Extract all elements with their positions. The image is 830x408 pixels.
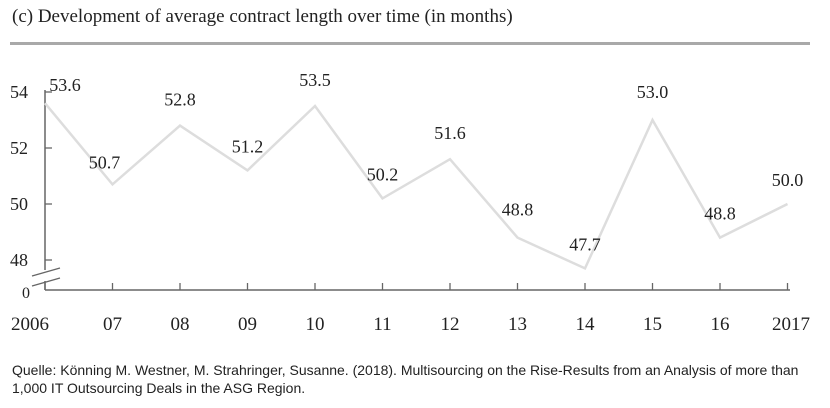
data-label: 50.0 [772,170,804,190]
x-tick-label: 07 [103,314,122,335]
data-label: 48.8 [502,200,534,220]
x-tick-label: 10 [306,314,325,335]
chart-title: (c) Development of average contract leng… [12,6,513,27]
data-label: 50.2 [367,164,399,184]
x-tick-label: 13 [508,314,527,335]
x-tick-label: 14 [576,314,596,335]
data-label: 51.2 [232,136,264,156]
data-label: 47.7 [569,234,601,254]
x-tick-label: 15 [643,314,662,335]
x-tick-label: 12 [441,314,460,335]
x-tick-label: 16 [711,314,730,335]
y-tick-label: 52 [10,138,28,158]
title-divider [10,42,810,45]
x-tick-label: 2006 [11,314,49,335]
data-label: 53.5 [299,70,331,90]
data-label: 52.8 [164,90,196,110]
line-chart: 54 52 50 48 0 2006 07 08 09 10 11 12 13 14 15 16 2017 53… [10,70,810,335]
data-label: 53.6 [49,75,81,95]
x-tick-label: 11 [373,314,391,335]
data-label: 51.6 [434,123,466,143]
data-label: 50.7 [89,152,121,172]
y-tick-label: 50 [10,194,28,214]
x-tick-label: 2017 [772,314,810,335]
axis-break-mark [31,277,61,287]
x-tick-label: 09 [238,314,257,335]
data-label: 53.0 [637,82,669,102]
series-line [44,102,789,271]
axis-break-mark [31,267,61,277]
y-tick-label: 48 [10,250,28,270]
x-tick-label: 08 [171,314,190,335]
y-tick-label: 54 [10,82,28,102]
source-note: Quelle: Könning M. Westner, M. Strahring… [12,362,799,396]
data-label: 48.8 [704,204,736,224]
y-tick-label: 0 [22,285,30,302]
